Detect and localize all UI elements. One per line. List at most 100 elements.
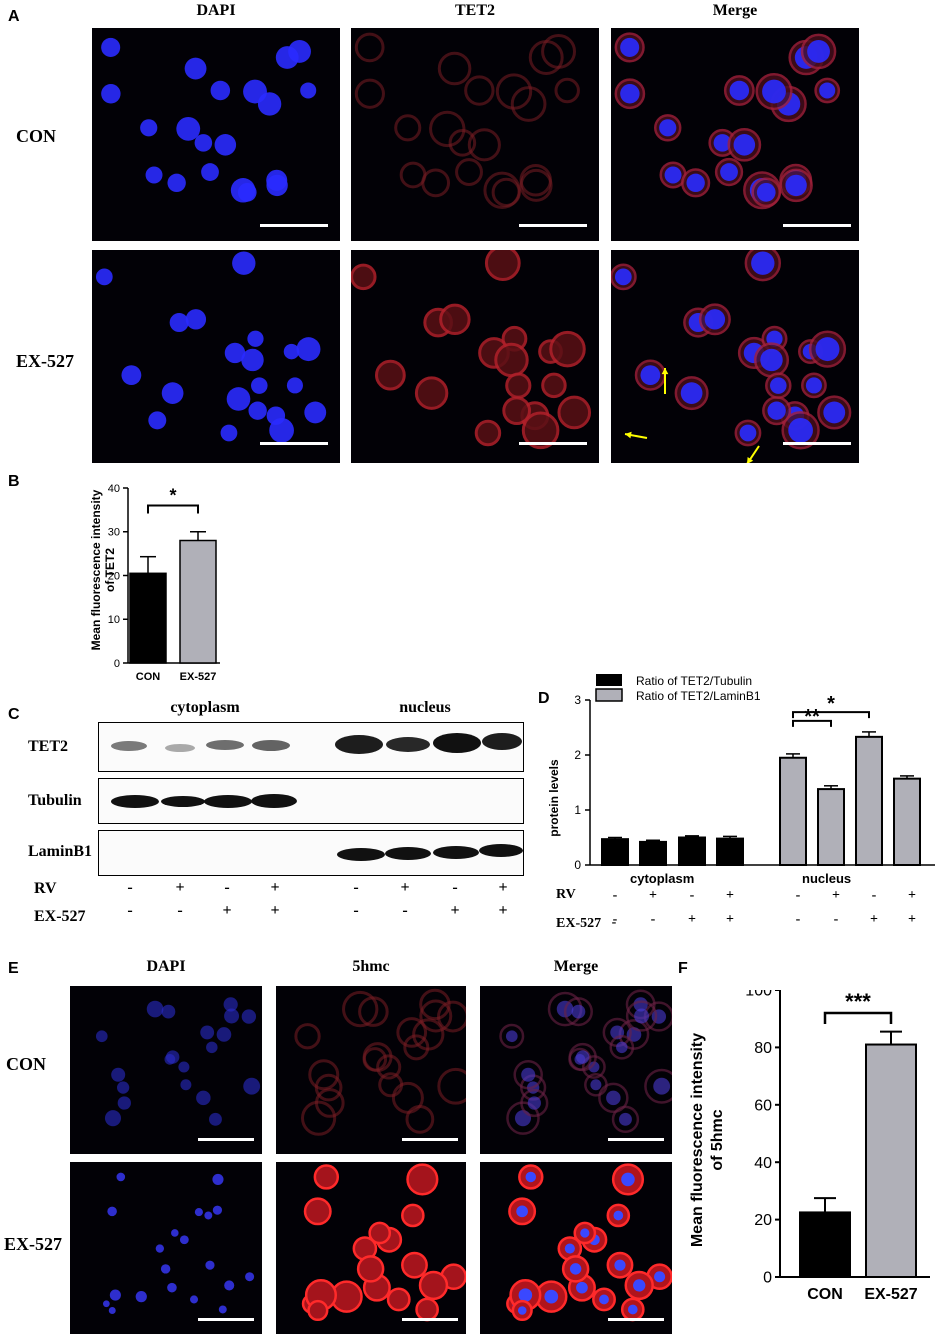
nucleus <box>140 119 158 137</box>
panel-letter-c: C <box>8 706 20 723</box>
nucleus <box>653 1077 671 1095</box>
nucleus <box>248 401 267 420</box>
nucleus <box>664 166 682 184</box>
nucleus <box>161 1004 176 1019</box>
nucleus <box>269 417 294 443</box>
micrograph-cells <box>354 32 580 209</box>
cell <box>439 303 471 336</box>
nucleus <box>116 1081 130 1094</box>
micrograph-cells <box>614 32 841 210</box>
micrograph-e-ex527-dapi <box>70 1162 262 1334</box>
treatment-sign: - <box>833 912 839 927</box>
nucleus <box>613 1210 624 1221</box>
nucleus <box>196 1090 211 1106</box>
significance-bracket <box>792 719 832 727</box>
nucleus <box>640 365 661 386</box>
scale-bar <box>608 1138 664 1141</box>
treatment-label-ex527-d: EX-527 <box>556 916 602 931</box>
legend-label-tubulin: Ratio of TET2/Tubulin <box>636 674 752 688</box>
cell <box>491 177 521 207</box>
band <box>482 733 522 750</box>
micrograph-a-con-tet2 <box>351 28 599 241</box>
legend-swatch-tubulin <box>596 674 622 686</box>
treatment-leading-sign-d: - <box>611 915 617 930</box>
nucleus <box>680 382 703 404</box>
cell <box>502 396 531 426</box>
cell <box>396 1017 428 1048</box>
cell <box>520 1088 549 1118</box>
nucleus <box>616 1041 628 1054</box>
blot-tet2 <box>98 722 524 772</box>
arrowhead-icon <box>747 457 754 463</box>
micrograph-cells <box>506 1163 672 1322</box>
micrograph-cells <box>301 1163 466 1322</box>
cell <box>403 1034 430 1061</box>
cell <box>506 1101 540 1135</box>
band <box>337 848 385 861</box>
treatment-sign: + <box>832 888 840 903</box>
nucleus <box>283 343 300 360</box>
cell <box>505 372 532 399</box>
y-tick-label: 0 <box>114 658 120 670</box>
scale-bar <box>519 442 587 445</box>
chart-d: protein levels Ratio of TET2/Tubulin Rat… <box>547 674 935 886</box>
nucleus <box>212 1173 224 1185</box>
y-tick-label: 40 <box>754 1155 772 1172</box>
cell <box>464 75 495 106</box>
panel-letter-d: D <box>538 690 550 707</box>
nucleus <box>576 1281 588 1294</box>
legend-label-laminb1: Ratio of TET2/LaminB1 <box>636 689 761 703</box>
scale-bar <box>608 1318 664 1321</box>
nucleus <box>590 1079 602 1091</box>
nucleus <box>111 1067 126 1082</box>
nucleus <box>101 84 121 104</box>
cell <box>421 168 451 198</box>
treatment-sign: + <box>870 912 878 927</box>
nucleus <box>194 134 213 152</box>
nucleus <box>525 1171 537 1183</box>
blot-label-laminb1: LaminB1 <box>28 843 93 860</box>
treatment-sign: - <box>612 888 618 903</box>
cell <box>467 128 501 162</box>
treatment-sign: + <box>649 888 657 903</box>
chart-f-ylabel-line1: Mean fluorescence intensity <box>689 1033 706 1247</box>
y-tick-label: 1 <box>574 803 581 817</box>
nucleus <box>815 337 840 362</box>
treatment-sign: - <box>795 888 801 903</box>
column-header-e-merge: Merge <box>553 958 599 975</box>
nucleus <box>243 1077 261 1095</box>
scale-bar <box>783 442 851 445</box>
treatment-sign: + <box>726 888 734 903</box>
treatment-sign: - <box>224 879 230 896</box>
bar-CON <box>799 1211 851 1278</box>
significance-bracket <box>792 711 870 719</box>
nucleus <box>95 1030 108 1043</box>
cell <box>418 1270 449 1301</box>
cell <box>455 158 483 187</box>
nucleus <box>627 1304 638 1315</box>
scale-bar <box>260 442 328 445</box>
scale-bar <box>198 1318 254 1321</box>
bar-EX-527 <box>179 539 217 664</box>
row-label-e-con: CON <box>6 1054 46 1074</box>
nucleus <box>165 1050 180 1064</box>
cell <box>499 1023 525 1049</box>
nucleus <box>121 365 142 386</box>
micrograph-cells <box>101 37 317 203</box>
treatment-sign: + <box>400 879 410 896</box>
legend-swatch-laminb1 <box>595 688 623 702</box>
blot-tubulin <box>98 778 524 824</box>
chart-d-group-nucleus: nucleus <box>802 871 851 886</box>
nucleus <box>807 40 830 63</box>
chart-b-plot: 0 10 20 30 40 CON EX-527 * <box>108 483 220 683</box>
nucleus <box>619 1112 632 1126</box>
cell <box>394 114 422 142</box>
cell <box>308 1059 340 1091</box>
cell <box>541 372 567 399</box>
treatment-sign: + <box>908 912 916 927</box>
scale-bar <box>198 1138 254 1141</box>
nucleus <box>571 1004 586 1019</box>
cell <box>405 1104 435 1134</box>
micrograph-a-con-merge <box>611 28 859 241</box>
treatment-sign: - <box>795 912 801 927</box>
